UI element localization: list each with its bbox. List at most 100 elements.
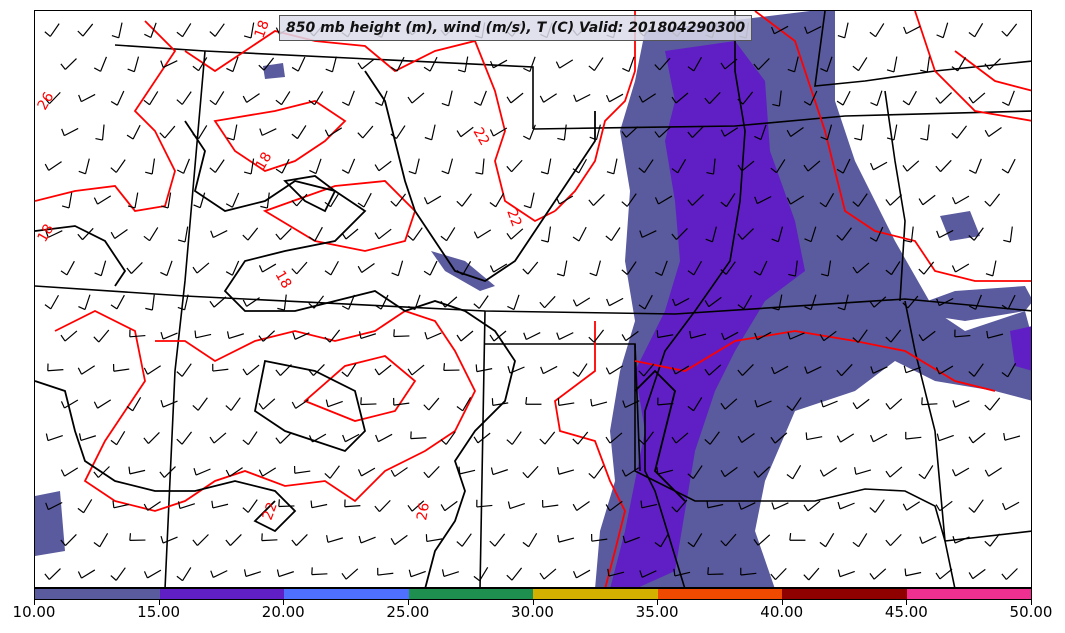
wind-barb bbox=[870, 366, 888, 374]
colorbar-tick-label: 10.00 bbox=[12, 603, 56, 621]
wind-barb bbox=[706, 500, 724, 509]
wind-barb bbox=[720, 127, 739, 137]
wind-barb bbox=[837, 22, 849, 39]
wind-barb bbox=[720, 533, 737, 547]
wind-barb bbox=[821, 260, 832, 277]
wind-barb bbox=[852, 262, 870, 274]
wind-barb bbox=[523, 56, 536, 73]
wind-barb bbox=[918, 194, 936, 206]
wind-barb bbox=[737, 160, 755, 172]
wind-barb bbox=[45, 501, 63, 511]
wind-barb bbox=[804, 366, 822, 374]
wind-barb bbox=[473, 432, 491, 444]
wind-barb bbox=[770, 159, 786, 174]
wind-barb bbox=[176, 363, 192, 377]
wind-barb bbox=[902, 160, 920, 172]
wind-barb bbox=[905, 431, 922, 440]
wind-barb bbox=[918, 261, 935, 275]
wind-barb bbox=[803, 90, 818, 106]
wind-barb bbox=[93, 533, 109, 548]
wind-barb bbox=[984, 397, 1001, 411]
temp-label: 18 bbox=[272, 268, 295, 291]
wind-barb bbox=[671, 228, 688, 240]
wind-barb bbox=[704, 431, 720, 445]
wind-barb bbox=[260, 192, 270, 209]
wind-barb bbox=[541, 499, 559, 508]
wind-barb bbox=[935, 568, 953, 580]
wind-barb bbox=[523, 192, 535, 209]
wind-barb bbox=[160, 535, 178, 544]
wind-barb bbox=[920, 56, 931, 73]
wind-barb bbox=[720, 261, 736, 275]
wind-barb bbox=[45, 230, 63, 238]
wind-barb bbox=[836, 227, 852, 241]
wind-barb bbox=[885, 533, 902, 547]
wind-barb bbox=[969, 158, 982, 174]
wind-barb bbox=[540, 365, 558, 375]
wind-barb bbox=[291, 399, 309, 409]
wind-barb bbox=[390, 534, 408, 546]
wind-barb bbox=[225, 260, 240, 276]
wind-barb bbox=[671, 499, 688, 513]
wind-barb bbox=[407, 500, 425, 512]
wind-barb bbox=[110, 90, 125, 106]
wind-barb bbox=[243, 569, 262, 577]
wind-barb bbox=[919, 536, 937, 544]
temp-label: 22 bbox=[470, 125, 493, 148]
wind-barb bbox=[160, 60, 178, 68]
colorbar-segment bbox=[906, 589, 1031, 599]
wind-barb bbox=[507, 366, 525, 374]
wind-barb bbox=[951, 467, 970, 477]
colorbar-tick bbox=[532, 600, 534, 605]
wind-barb bbox=[539, 568, 557, 580]
wind-barb bbox=[441, 569, 460, 577]
wind-barb bbox=[143, 227, 159, 242]
wind-barb bbox=[588, 57, 604, 72]
wind-barb bbox=[177, 226, 189, 243]
wind-barb bbox=[324, 329, 341, 343]
wind-barb bbox=[539, 93, 557, 103]
wind-barb bbox=[94, 260, 107, 277]
wind-barb bbox=[457, 56, 469, 73]
wind-barb bbox=[936, 22, 949, 39]
wind-barb bbox=[886, 56, 898, 73]
wind-barb bbox=[754, 331, 772, 341]
colorbar-segment bbox=[284, 589, 409, 599]
wind-barb bbox=[852, 193, 868, 207]
colorbar-segment bbox=[533, 589, 658, 599]
wind-barb bbox=[852, 329, 868, 343]
wind-barb bbox=[885, 261, 901, 276]
wind-barb bbox=[654, 57, 671, 71]
wind-barb bbox=[473, 567, 489, 582]
wind-barb bbox=[424, 124, 436, 141]
wind-barb bbox=[275, 364, 292, 376]
wind-barb bbox=[325, 399, 343, 408]
wind-barb bbox=[489, 533, 506, 547]
wind-barb bbox=[258, 467, 277, 477]
wind-barb bbox=[177, 501, 195, 510]
wind-barb bbox=[194, 330, 212, 339]
wind-barb bbox=[258, 263, 277, 273]
wind-barb bbox=[390, 56, 405, 72]
wind-barb bbox=[60, 260, 75, 276]
wind-barb bbox=[60, 534, 77, 546]
wind-barb bbox=[77, 365, 96, 375]
wind-barb bbox=[788, 260, 798, 277]
temp-label: 18 bbox=[253, 150, 276, 173]
wind-barb bbox=[423, 56, 438, 72]
wind-barb bbox=[588, 194, 605, 206]
wind-barb bbox=[226, 331, 245, 339]
wind-barb bbox=[1001, 23, 1018, 37]
wind-barb bbox=[192, 262, 210, 274]
wind-barb bbox=[754, 400, 772, 408]
wind-barb bbox=[308, 91, 324, 106]
wind-barb bbox=[1001, 363, 1017, 378]
wind-barb bbox=[854, 124, 864, 141]
wind-barb bbox=[820, 56, 833, 73]
wind-barb bbox=[687, 397, 703, 412]
wind-barb bbox=[904, 568, 922, 577]
wind-barb bbox=[622, 535, 640, 544]
wind-barb bbox=[145, 158, 156, 175]
wind-barb bbox=[555, 59, 574, 69]
wind-barb bbox=[820, 399, 838, 408]
